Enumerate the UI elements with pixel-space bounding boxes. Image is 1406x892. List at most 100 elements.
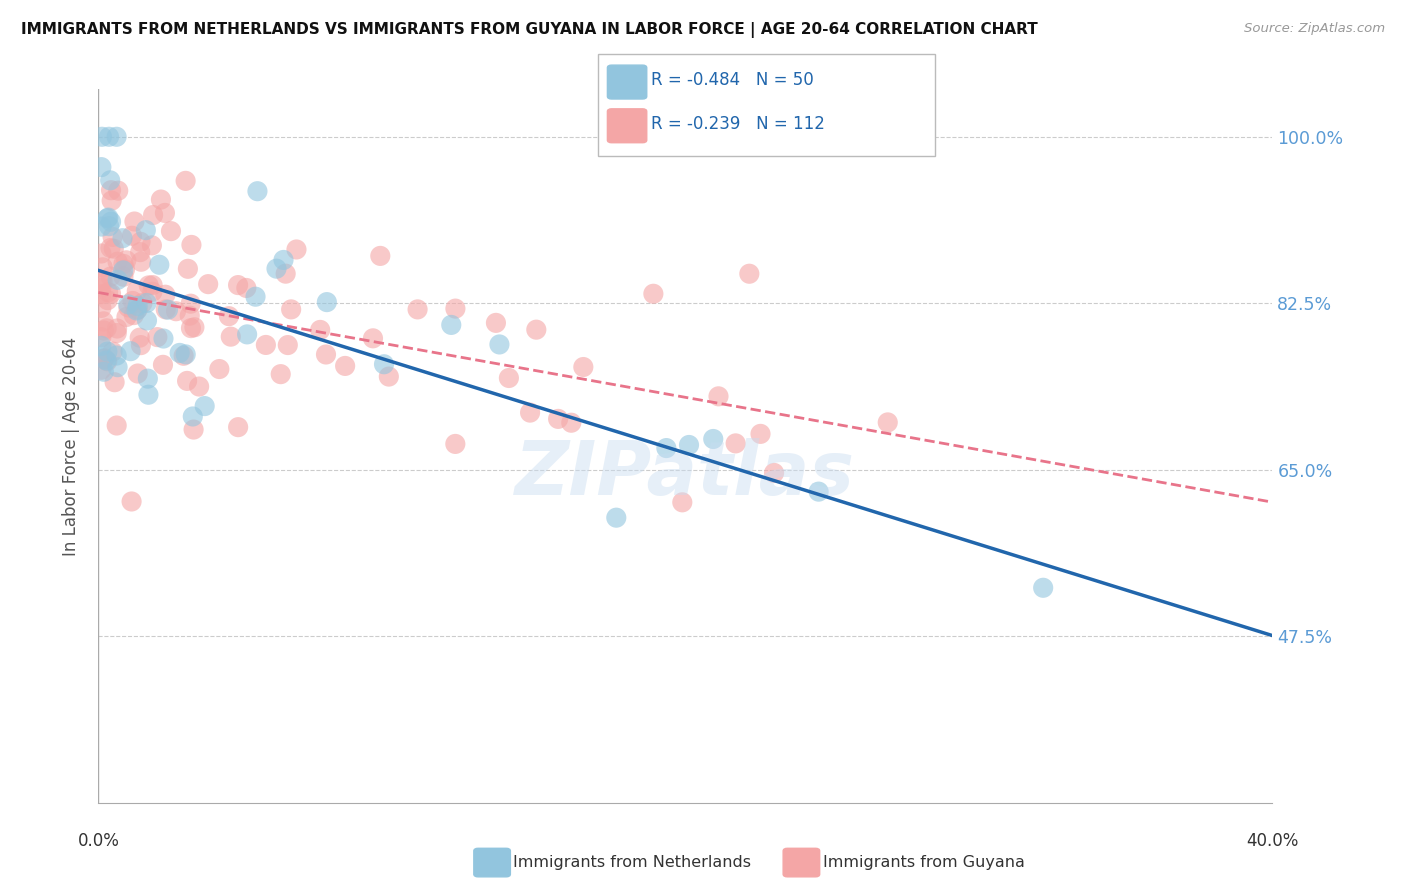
Point [707, 389, 730, 403]
Point [165, 304, 187, 318]
Point [100, 286, 122, 301]
Point [285, 243, 308, 257]
Point [129, 235, 152, 249]
Point [90, 246, 112, 260]
Point [120, 344, 142, 359]
Point [90, 219, 112, 234]
Point [121, 228, 143, 243]
Point [100, 215, 122, 229]
Text: 0.0%: 0.0% [77, 832, 120, 850]
Point [498, 371, 520, 385]
Point [156, 302, 179, 317]
Point [96, 211, 118, 226]
Point [90, 274, 112, 288]
Point [235, 281, 257, 295]
Point [117, 301, 139, 315]
Point [876, 416, 898, 430]
Point [96, 321, 118, 335]
Point [197, 277, 219, 292]
Point [149, 193, 172, 207]
Point [129, 254, 152, 268]
Point [807, 484, 830, 499]
Point [180, 321, 202, 335]
Point [122, 308, 145, 322]
Point [100, 269, 122, 284]
Point [96, 354, 118, 368]
Point [90, 301, 112, 315]
Point [572, 359, 595, 374]
Text: Immigrants from Guyana: Immigrants from Guyana [823, 855, 1025, 870]
Point [678, 438, 700, 452]
Point [277, 338, 299, 352]
Point [114, 262, 136, 277]
Point [605, 510, 627, 524]
Point [98, 219, 121, 234]
Point [280, 302, 302, 317]
Point [219, 329, 242, 343]
Point [226, 278, 249, 293]
Point [105, 321, 128, 335]
Point [111, 231, 134, 245]
Point [96, 344, 118, 359]
Point [112, 257, 135, 271]
Point [180, 238, 202, 252]
Text: R = -0.484   N = 50: R = -0.484 N = 50 [651, 71, 814, 89]
Point [136, 313, 159, 327]
Point [155, 302, 177, 317]
Point [194, 399, 217, 413]
Point [153, 206, 176, 220]
Point [136, 371, 159, 385]
Point [93, 351, 115, 366]
Point [93, 324, 115, 338]
Point [373, 357, 395, 371]
Point [266, 261, 288, 276]
Point [93, 314, 115, 328]
Point [1032, 581, 1054, 595]
Point [121, 293, 143, 308]
Point [270, 367, 292, 381]
Point [378, 369, 401, 384]
Point [560, 416, 582, 430]
Point [90, 287, 112, 301]
Point [93, 365, 115, 379]
Point [107, 184, 129, 198]
Point [121, 494, 143, 508]
Point [749, 426, 772, 441]
Point [142, 278, 165, 293]
Point [100, 194, 122, 208]
Point [547, 412, 569, 426]
Point [273, 252, 295, 267]
Point [738, 267, 761, 281]
Point [315, 347, 337, 361]
Point [152, 332, 174, 346]
Point [702, 432, 724, 446]
Point [254, 338, 277, 352]
Point [444, 437, 467, 451]
Point [112, 263, 135, 277]
Point [333, 359, 356, 373]
Point [125, 303, 148, 318]
Point [138, 278, 160, 293]
Point [90, 330, 112, 344]
Point [129, 338, 152, 352]
Point [105, 418, 128, 433]
Point [100, 241, 122, 255]
Point [208, 362, 231, 376]
Point [176, 374, 198, 388]
Point [97, 285, 120, 300]
Point [440, 318, 463, 332]
Point [128, 331, 150, 345]
Point [361, 331, 384, 345]
Point [724, 436, 747, 450]
Point [127, 299, 149, 313]
Text: 40.0%: 40.0% [1246, 832, 1299, 850]
Point [152, 358, 174, 372]
Point [97, 211, 120, 225]
Point [236, 327, 259, 342]
Point [180, 296, 202, 310]
Point [125, 284, 148, 298]
Point [127, 367, 149, 381]
Point [105, 129, 128, 144]
Point [104, 375, 127, 389]
Point [90, 281, 112, 295]
